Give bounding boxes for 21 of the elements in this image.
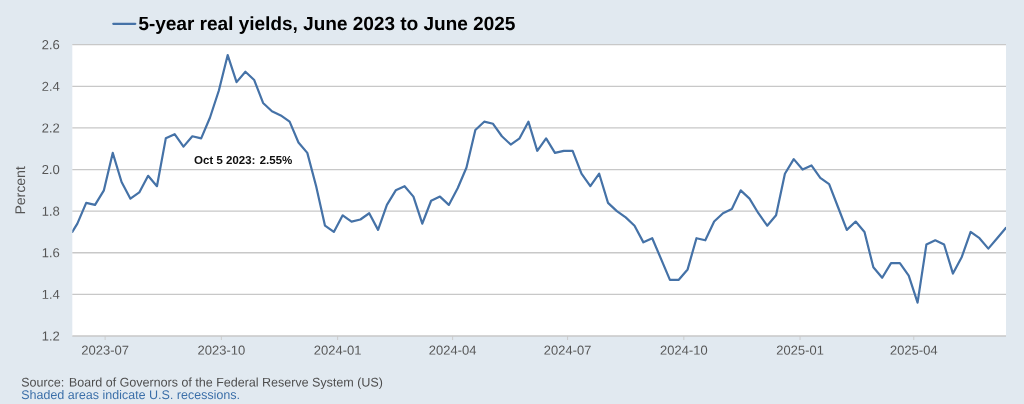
legend-label: 5-year real yields, June 2023 to June 2025 xyxy=(138,16,515,34)
x-tick-label: 2023-07 xyxy=(81,345,129,355)
y-tick-label: 2.6 xyxy=(42,40,60,50)
annotation: Oct 5 2023: 2.55% xyxy=(194,155,292,165)
y-tick-label: 1.8 xyxy=(42,206,60,216)
x-tick-label: 2024-10 xyxy=(660,345,708,355)
text: Shaded areas indicate U.S. recessions. xyxy=(21,389,239,400)
x-tick-label: 2025-04 xyxy=(890,345,938,355)
y-tick-label: 1.4 xyxy=(42,289,60,299)
x-tick-label: 2024-07 xyxy=(544,345,591,355)
y-tick-label: 2.2 xyxy=(42,123,60,133)
y-tick-label: 1.2 xyxy=(42,331,60,341)
y-tick-label: 1.6 xyxy=(42,248,60,258)
x-tick-label: 2024-04 xyxy=(429,345,477,355)
x-tick-label: 2024-01 xyxy=(314,345,361,355)
y-tick-label: 2.0 xyxy=(42,164,60,175)
source-note: Source: Board of Governors of the Federal Reserve System (US) xyxy=(21,377,383,390)
x-tick-label: 2023-10 xyxy=(198,345,245,355)
y-tick-label: 2.4 xyxy=(42,81,60,91)
x-tick-label: 2025-01 xyxy=(776,345,824,355)
y-axis-title: Percent xyxy=(15,166,26,214)
